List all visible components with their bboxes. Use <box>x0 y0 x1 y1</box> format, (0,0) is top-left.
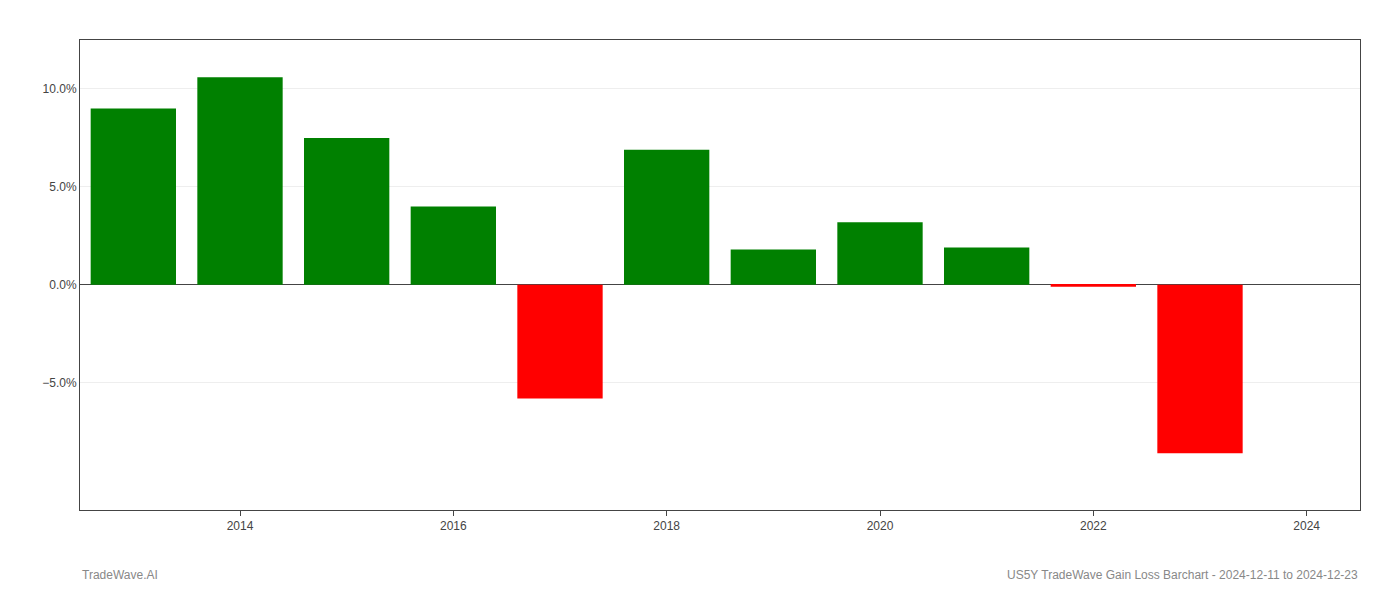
svg-text:2022: 2022 <box>1080 519 1107 533</box>
svg-text:2016: 2016 <box>440 519 467 533</box>
svg-text:2018: 2018 <box>653 519 680 533</box>
svg-text:0.0%: 0.0% <box>49 278 77 292</box>
svg-text:2024: 2024 <box>1293 519 1320 533</box>
svg-text:2020: 2020 <box>867 519 894 533</box>
svg-text:−5.0%: −5.0% <box>42 376 77 390</box>
svg-text:2014: 2014 <box>227 519 254 533</box>
svg-text:10.0%: 10.0% <box>43 82 77 96</box>
svg-text:US5Y TradeWave Gain Loss Barch: US5Y TradeWave Gain Loss Barchart - 2024… <box>1007 568 1358 582</box>
svg-text:TradeWave.AI: TradeWave.AI <box>82 568 158 582</box>
svg-text:5.0%: 5.0% <box>49 180 77 194</box>
